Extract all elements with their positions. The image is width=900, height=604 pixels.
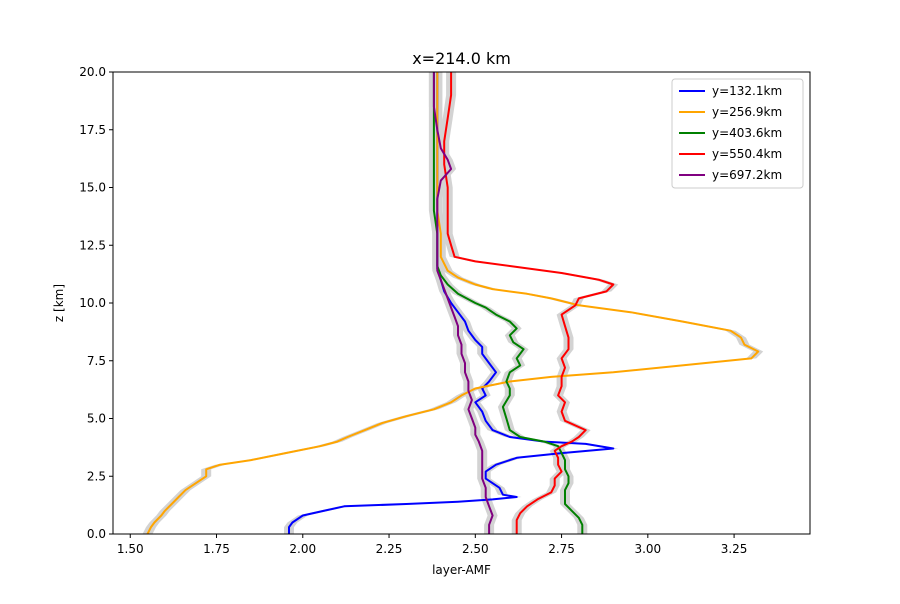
chart-title: x=214.0 km [412,49,511,68]
y-tick-label: 5.0 [87,412,106,426]
legend-box [671,78,804,189]
x-axis-label: layer-AMF [432,563,491,577]
x-tick-label: 1.75 [203,542,230,556]
legend-entry-label: y=697.2km [712,168,782,182]
y-tick-label: 7.5 [87,354,106,368]
x-tick-label: 2.75 [548,542,575,556]
y-tick-label: 15.0 [79,181,106,195]
legend-entry-label: y=550.4km [712,147,782,161]
legend-entry-label: y=132.1km [712,84,782,98]
legend-entry-label: y=256.9km [712,105,782,119]
x-axis-ticks: 1.50 1.75 2.00 2.25 2.50 2.75 3.00 3.25 [117,534,748,556]
series-line-5 [432,72,494,534]
series-lines [146,72,760,535]
y-tick-label: 17.5 [79,123,106,137]
x-tick-label: 2.50 [462,542,489,556]
legend: y=132.1km y=256.9km y=403.6km y=550.4km y=69… [671,78,804,189]
legend-entry-label: y=403.6km [712,126,782,140]
series-line-4 [443,72,615,534]
x-tick-label: 3.25 [721,542,748,556]
y-tick-label: 10.0 [79,296,106,310]
y-tick-label: 12.5 [79,238,106,252]
y-tick-label: 20.0 [79,65,106,79]
y-tick-label: 0.0 [87,527,106,541]
x-tick-label: 1.50 [117,542,144,556]
x-tick-label: 2.00 [289,542,316,556]
y-tick-label: 2.5 [87,469,106,483]
series-line-2 [146,72,760,535]
x-tick-label: 2.25 [376,542,403,556]
x-tick-label: 3.00 [634,542,661,556]
y-axis-label: z [km] [52,284,66,322]
y-axis-ticks: 0.0 2.5 5.0 7.5 10.0 12.5 15.0 17.5 20.0 [79,65,113,541]
